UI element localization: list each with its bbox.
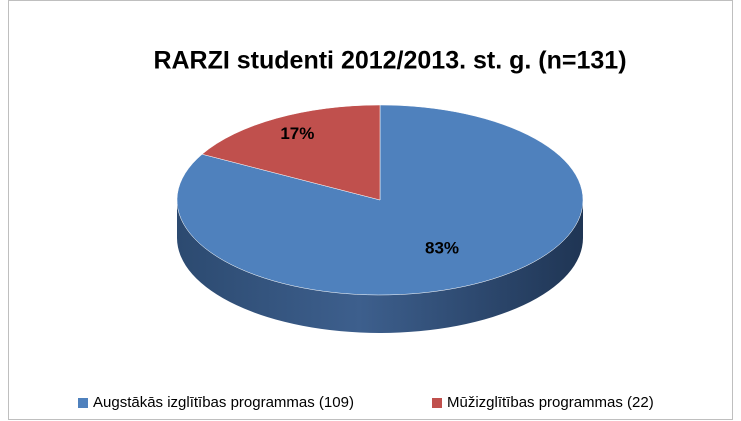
pie-side [177,200,583,333]
pie-slice [201,104,381,201]
chart-title: RARZI studenti 2012/2013. st. g. (n=131) [153,47,626,75]
legend-swatch [78,398,88,408]
legend-label: Mūžizglītības programmas (22) [447,394,654,411]
data-label: 83% [425,239,459,258]
data-label: 17% [280,124,314,143]
legend-swatch [432,398,442,408]
legend-label: Augstākās izglītības programmas (109) [93,394,354,411]
